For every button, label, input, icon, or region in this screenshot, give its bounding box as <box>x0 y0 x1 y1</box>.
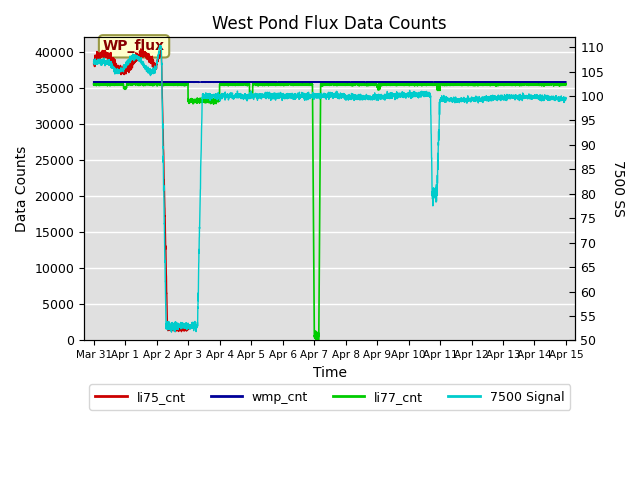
X-axis label: Time: Time <box>313 366 347 380</box>
Legend: li75_cnt, wmp_cnt, li77_cnt, 7500 Signal: li75_cnt, wmp_cnt, li77_cnt, 7500 Signal <box>89 384 570 410</box>
Y-axis label: 7500 SS: 7500 SS <box>611 160 625 217</box>
Y-axis label: Data Counts: Data Counts <box>15 146 29 232</box>
Text: WP_flux: WP_flux <box>103 39 165 53</box>
Title: West Pond Flux Data Counts: West Pond Flux Data Counts <box>212 15 447 33</box>
